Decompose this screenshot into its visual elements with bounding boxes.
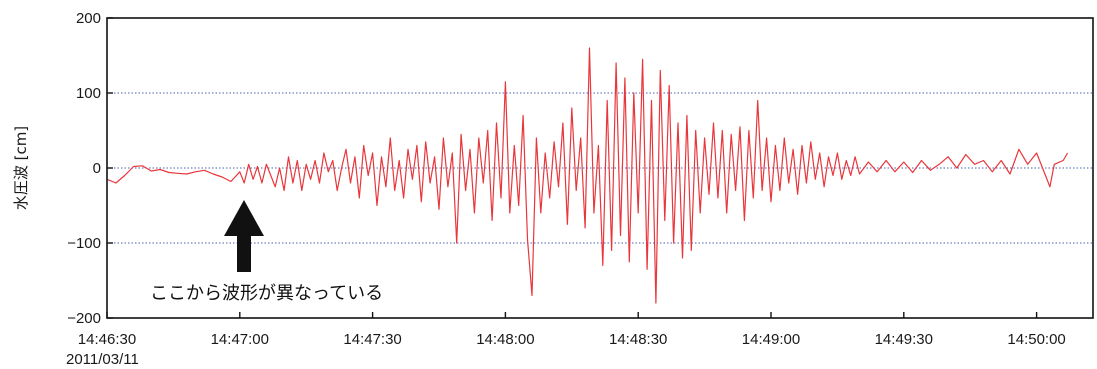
y-tick-label: −200 (67, 310, 101, 327)
y-tick-label: 100 (76, 85, 101, 102)
y-axis-title: 水圧波 [cm] (12, 126, 30, 210)
x-tick-label: 14:49:00 (742, 331, 800, 348)
x-tick-label: 14:46:30 (78, 331, 136, 348)
x-tick-label: 14:48:00 (476, 331, 534, 348)
y-tick-label: 200 (76, 10, 101, 27)
series-line (106, 47, 1069, 304)
data-series-layer (106, 47, 1069, 304)
axis-ticks: 200 100 0 −100 −200 14:46:30 14:47:00 14:47:30 1… (67, 10, 1066, 348)
x-tick-label: 14:48:30 (609, 331, 667, 348)
annotation-arrow (224, 200, 264, 272)
x-tick-label: 14:50:00 (1007, 331, 1065, 348)
x-tick-label: 14:47:30 (343, 331, 401, 348)
x-tick-label: 14:49:30 (875, 331, 933, 348)
annotation: ここから波形が異なっている (150, 200, 383, 304)
y-tick-label: −100 (67, 235, 101, 252)
y-tick-label: 0 (93, 160, 101, 177)
x-tick-label: 14:47:00 (211, 331, 269, 348)
x-axis-date-label: 2011/03/11 (66, 351, 139, 368)
annotation-text: ここから波形が異なっている (150, 283, 383, 304)
